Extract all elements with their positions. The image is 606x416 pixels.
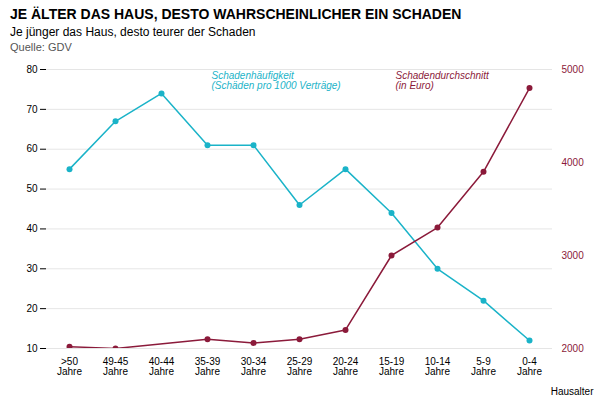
svg-text:35-39Jahre: 35-39Jahre [195, 356, 221, 377]
svg-text:5-9Jahre: 5-9Jahre [471, 356, 496, 377]
svg-text:25-29Jahre: 25-29Jahre [287, 356, 313, 377]
svg-text:>50Jahre: >50Jahre [57, 356, 82, 377]
svg-text:Hausalter: Hausalter [551, 386, 594, 397]
svg-text:Schadendurchschnitt(in Euro): Schadendurchschnitt(in Euro) [396, 70, 491, 91]
svg-text:4000: 4000 [562, 157, 585, 168]
svg-text:3000: 3000 [562, 250, 585, 261]
svg-text:60: 60 [26, 143, 38, 154]
svg-text:70: 70 [26, 104, 38, 115]
html-text:Quelle: GDV: Quelle: GDV [10, 41, 72, 53]
svg-text:49-45Jahre: 49-45Jahre [103, 356, 129, 377]
svg-text:40: 40 [26, 223, 38, 234]
html-text:JE ÄLTER DAS HAUS, DESTO WAHRS: JE ÄLTER DAS HAUS, DESTO WAHRSCHEINLICHE… [10, 6, 462, 22]
svg-text:15-19Jahre: 15-19Jahre [379, 356, 405, 377]
svg-text:0-4Jahre: 0-4Jahre [517, 356, 542, 377]
svg-text:40-44Jahre: 40-44Jahre [149, 356, 175, 377]
svg-text:30: 30 [26, 263, 38, 274]
svg-text:30-34Jahre: 30-34Jahre [241, 356, 267, 377]
svg-text:5000: 5000 [562, 64, 585, 75]
svg-text:50: 50 [26, 183, 38, 194]
svg-text:20-24Jahre: 20-24Jahre [333, 356, 359, 377]
svg-text:2000: 2000 [562, 343, 585, 354]
svg-text:10: 10 [26, 343, 38, 354]
html-text:Je jünger das Haus, desto teur: Je jünger das Haus, desto teurer der Sch… [10, 25, 256, 39]
svg-text:Schadenhäufigkeit(Schäden pro: Schadenhäufigkeit(Schäden pro 1000 Vertr… [212, 70, 341, 91]
svg-text:20: 20 [26, 303, 38, 314]
svg-text:80: 80 [26, 64, 38, 75]
svg-text:10-14Jahre: 10-14Jahre [425, 356, 451, 377]
